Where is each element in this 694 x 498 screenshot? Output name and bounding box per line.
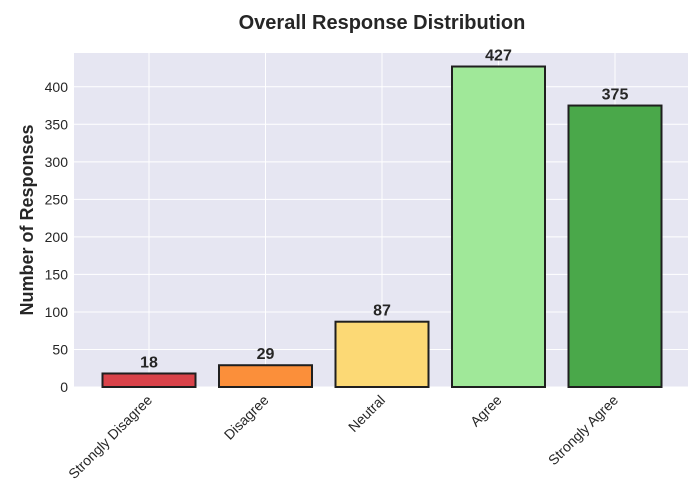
bar-disagree bbox=[218, 364, 313, 388]
y-tick-label-7: 350 bbox=[45, 116, 69, 132]
value-label-4: 375 bbox=[602, 87, 629, 104]
value-label-1: 29 bbox=[257, 346, 275, 363]
y-tick-label-5: 250 bbox=[45, 191, 69, 207]
value-label-0: 18 bbox=[140, 354, 158, 371]
bar-neutral bbox=[334, 320, 430, 388]
value-label-2: 87 bbox=[373, 303, 391, 320]
x-tick-label-1: Disagree bbox=[221, 392, 272, 443]
x-axis-ticks: Strongly Disagree Disagree Neutral Agree Str… bbox=[65, 392, 621, 482]
y-axis-label: Number of Responses bbox=[17, 124, 37, 315]
x-tick-label-2: Neutral bbox=[345, 392, 388, 435]
x-tick-label-4: Strongly Agree bbox=[545, 392, 621, 468]
y-tick-label-0: 0 bbox=[60, 379, 68, 395]
bars bbox=[101, 65, 663, 389]
y-tick-label-1: 50 bbox=[52, 341, 68, 357]
y-axis-ticks: 0 50 100 150 200 250 300 350 400 bbox=[45, 79, 69, 395]
bar-strongly-disagree bbox=[101, 372, 197, 389]
chart-title: Overall Response Distribution bbox=[239, 12, 526, 34]
x-tick-label-3: Agree bbox=[467, 392, 505, 430]
bar-agree bbox=[451, 65, 546, 389]
x-tick-label-0: Strongly Disagree bbox=[65, 392, 155, 482]
bar-strongly-agree bbox=[567, 104, 663, 388]
value-label-3: 427 bbox=[485, 48, 512, 65]
y-tick-label-8: 400 bbox=[45, 79, 69, 95]
y-tick-label-4: 200 bbox=[45, 229, 69, 245]
y-tick-label-3: 150 bbox=[45, 266, 69, 282]
y-tick-label-2: 100 bbox=[45, 304, 69, 320]
value-labels: 18 29 87 427 375 bbox=[140, 48, 628, 372]
y-tick-label-6: 300 bbox=[45, 154, 69, 170]
